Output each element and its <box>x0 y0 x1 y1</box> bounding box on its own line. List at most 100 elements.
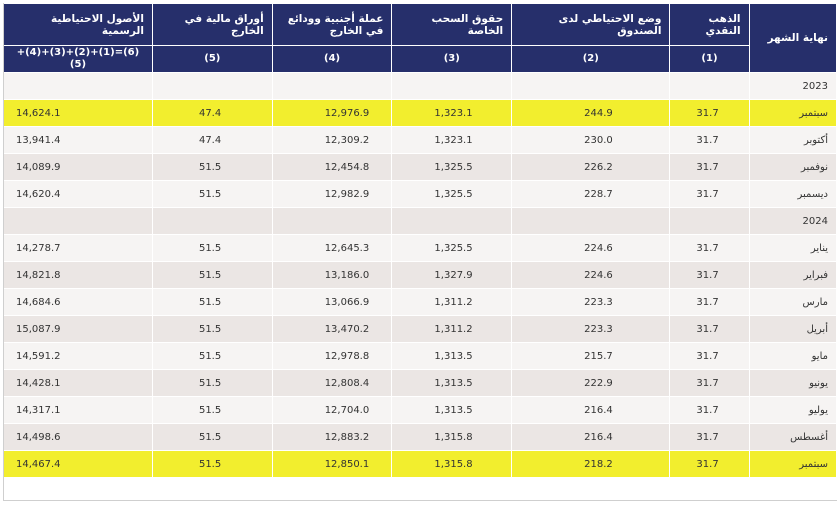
index-foreign-currency: (4) <box>271 45 393 73</box>
month-cell: ديسمبر <box>748 180 838 208</box>
gold-cell: 31.7 <box>669 261 750 289</box>
imf-cell: 216.4 <box>511 423 671 451</box>
reserves-table-container: نهاية الشهر الذهب النقدي وضع الاحتياطي ل… <box>3 3 838 503</box>
fx-cell: 12,978.8 <box>271 342 393 370</box>
fx-cell: 12,976.9 <box>271 99 393 127</box>
empty-cell <box>511 72 671 100</box>
sec-cell: 51.5 <box>151 180 273 208</box>
sec-cell: 47.4 <box>151 99 273 127</box>
empty-cell <box>271 72 393 100</box>
header-index-row: (1) (2) (3) (4) (5) (6)=(1)+(2)+(3)+(4)+… <box>3 45 837 73</box>
total-cell: 15,087.9 <box>3 315 153 343</box>
empty-cell <box>391 72 513 100</box>
fx-cell: 13,186.0 <box>271 261 393 289</box>
sdr-cell: 1,323.1 <box>391 99 513 127</box>
month-cell: سبتمبر <box>748 99 838 127</box>
table-row: يونيو 31.7 222.9 1,313.5 12,808.4 51.5 14,428.… <box>3 369 838 397</box>
sec-cell: 47.4 <box>151 126 273 154</box>
month-cell: مارس <box>748 288 838 316</box>
year-row: 2024 <box>3 207 838 235</box>
fx-cell: 12,704.0 <box>271 396 393 424</box>
sec-cell: 51.5 <box>151 315 273 343</box>
table-row: أبريل 31.7 223.3 1,311.2 13,470.2 51.5 15,087.… <box>3 315 838 343</box>
reserve-assets-table: نهاية الشهر الذهب النقدي وضع الاحتياطي ل… <box>3 3 838 478</box>
gold-cell: 31.7 <box>669 450 750 478</box>
sec-cell: 51.5 <box>151 423 273 451</box>
empty-cell <box>511 207 671 235</box>
year-label: 2023 <box>748 72 838 100</box>
imf-cell: 226.2 <box>511 153 671 181</box>
table-row: فبراير 31.7 224.6 1,327.9 13,186.0 51.5 14,821… <box>3 261 838 289</box>
header-securities: أوراق مالية في الخارج <box>151 3 273 46</box>
empty-cell <box>151 72 273 100</box>
sdr-cell: 1,325.5 <box>391 180 513 208</box>
total-cell: 14,467.4 <box>3 450 153 478</box>
gold-cell: 31.7 <box>669 234 750 262</box>
table-row: مايو 31.7 215.7 1,313.5 12,978.8 51.5 14,591.2 <box>3 342 838 370</box>
gold-cell: 31.7 <box>669 99 750 127</box>
table-row: يوليو 31.7 216.4 1,313.5 12,704.0 51.5 14,317.… <box>3 396 838 424</box>
imf-cell: 224.6 <box>511 261 671 289</box>
month-cell: أغسطس <box>748 423 838 451</box>
table-row: أغسطس 31.7 216.4 1,315.8 12,883.2 51.5 14,498.… <box>3 423 838 451</box>
index-sdr: (3) <box>391 45 513 73</box>
index-imf-reserve: (2) <box>511 45 671 73</box>
month-cell: يوليو <box>748 396 838 424</box>
header-sdr: حقوق السحب الخاصة <box>391 3 513 46</box>
fx-cell: 12,645.3 <box>271 234 393 262</box>
imf-cell: 244.9 <box>511 99 671 127</box>
index-gold: (1) <box>669 45 750 73</box>
gold-cell: 31.7 <box>669 423 750 451</box>
month-cell: نوفمبر <box>748 153 838 181</box>
total-cell: 14,620.4 <box>3 180 153 208</box>
gold-cell: 31.7 <box>669 369 750 397</box>
table-row: أكتوبر 31.7 230.0 1,323.1 12,309.2 47.4 13,941… <box>3 126 838 154</box>
table-row: يناير 31.7 224.6 1,325.5 12,645.3 51.5 14,278.… <box>3 234 838 262</box>
empty-cell <box>271 207 393 235</box>
imf-cell: 223.3 <box>511 315 671 343</box>
gold-cell: 31.7 <box>669 342 750 370</box>
fx-cell: 12,883.2 <box>271 423 393 451</box>
gold-cell: 31.7 <box>669 396 750 424</box>
sdr-cell: 1,325.5 <box>391 234 513 262</box>
month-cell: أكتوبر <box>748 126 838 154</box>
fx-cell: 13,470.2 <box>271 315 393 343</box>
sec-cell: 51.5 <box>151 396 273 424</box>
index-total-reserves: (6)=(1)+(2)+(3)+(4)+(5) <box>3 45 153 73</box>
total-cell: 14,317.1 <box>3 396 153 424</box>
index-securities: (5) <box>151 45 273 73</box>
table-frame-left <box>3 3 4 500</box>
sdr-cell: 1,315.8 <box>391 450 513 478</box>
imf-cell: 223.3 <box>511 288 671 316</box>
fx-cell: 13,066.9 <box>271 288 393 316</box>
sdr-cell: 1,311.2 <box>391 315 513 343</box>
fx-cell: 12,982.9 <box>271 180 393 208</box>
fx-cell: 12,454.8 <box>271 153 393 181</box>
header-gold: الذهب النقدي <box>669 3 750 46</box>
gold-cell: 31.7 <box>669 288 750 316</box>
imf-cell: 230.0 <box>511 126 671 154</box>
sec-cell: 51.5 <box>151 288 273 316</box>
sdr-cell: 1,313.5 <box>391 342 513 370</box>
empty-cell <box>151 207 273 235</box>
table-header: نهاية الشهر الذهب النقدي وضع الاحتياطي ل… <box>3 3 838 73</box>
year-row: 2023 <box>3 72 838 100</box>
gold-cell: 31.7 <box>669 153 750 181</box>
imf-cell: 224.6 <box>511 234 671 262</box>
month-cell: يناير <box>748 234 838 262</box>
header-foreign-currency: عملة أجنبية وودائع في الخارج <box>271 3 393 46</box>
table-row: مارس 31.7 223.3 1,311.2 13,066.9 51.5 14,684.6 <box>3 288 838 316</box>
empty-cell <box>3 207 153 235</box>
month-cell: مايو <box>748 342 838 370</box>
month-cell: أبريل <box>748 315 838 343</box>
gold-cell: 31.7 <box>669 126 750 154</box>
total-cell: 14,428.1 <box>3 369 153 397</box>
total-cell: 13,941.4 <box>3 126 153 154</box>
month-cell: يونيو <box>748 369 838 397</box>
month-cell: سبتمبر <box>748 450 838 478</box>
empty-cell <box>391 207 513 235</box>
sec-cell: 51.5 <box>151 369 273 397</box>
sdr-cell: 1,325.5 <box>391 153 513 181</box>
sdr-cell: 1,327.9 <box>391 261 513 289</box>
total-cell: 14,591.2 <box>3 342 153 370</box>
